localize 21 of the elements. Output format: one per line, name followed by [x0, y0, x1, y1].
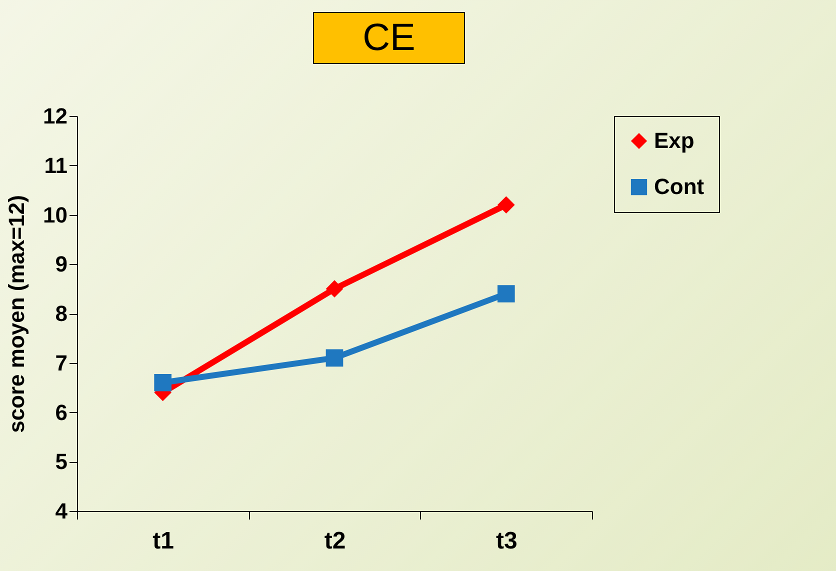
point — [326, 349, 344, 367]
x-tick-label: t2 — [324, 528, 346, 554]
point — [498, 196, 515, 214]
y-tick-label: 12 — [43, 104, 68, 128]
x-tick-label: t3 — [496, 528, 518, 554]
chart-title: CE — [313, 12, 465, 64]
y-tick-label: 5 — [55, 449, 68, 474]
y-tick-label: 4 — [55, 498, 68, 524]
legend-label: Cont — [654, 174, 705, 199]
point — [498, 285, 515, 302]
point — [326, 280, 344, 298]
y-tick-label: 9 — [55, 252, 68, 277]
legend-label: Exp — [654, 128, 694, 153]
y-axis-title: score moyen (max=12) — [4, 195, 30, 433]
y-tick-label: 11 — [44, 152, 68, 178]
y-tick-label: 8 — [55, 301, 68, 326]
y-tick-label: 10 — [43, 202, 68, 228]
y-tick-label: 6 — [55, 400, 68, 425]
point — [154, 374, 172, 392]
x-tick-label: t1 — [152, 528, 174, 554]
y-tick-label: 7 — [55, 350, 68, 376]
